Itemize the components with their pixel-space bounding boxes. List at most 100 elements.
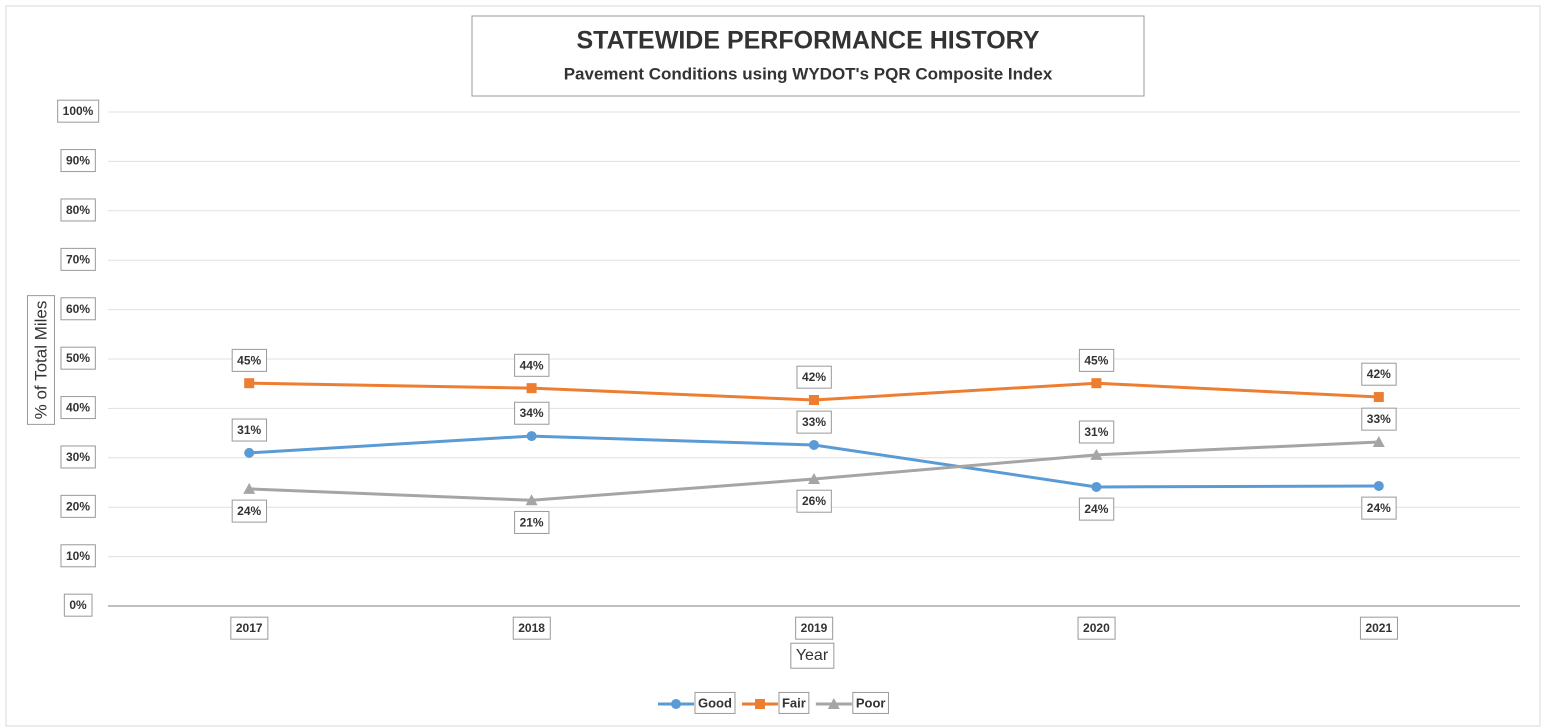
legend-marker <box>754 699 765 709</box>
x-tick-label-group: 2017 <box>230 616 269 640</box>
y-tick-label: 0% <box>69 598 87 612</box>
y-tick-label: 60% <box>66 302 90 316</box>
legend-item: Good <box>694 691 736 714</box>
marker <box>243 482 256 494</box>
data-label-group: 42% <box>1361 362 1397 386</box>
y-tick-label: 70% <box>66 252 90 266</box>
data-label: 24% <box>1084 502 1108 516</box>
y-tick-label-box <box>60 198 96 222</box>
data-label-box <box>231 348 268 372</box>
y-axis-title-box <box>26 295 55 425</box>
y-tick-label-box <box>60 297 96 321</box>
data-label-box <box>231 499 268 523</box>
chart-subtitle: Pavement Conditions using WYDOT's PQR Co… <box>564 64 1053 83</box>
x-tick-label-box <box>795 616 834 640</box>
marker <box>244 378 255 389</box>
y-tick-label-box <box>60 396 96 420</box>
data-label: 42% <box>1367 367 1391 381</box>
data-label-box <box>1078 497 1115 521</box>
data-label-box <box>1361 496 1397 520</box>
y-tick-label-group: 60% <box>60 297 96 321</box>
legend-label: Fair <box>782 695 806 710</box>
data-label-group: 42% <box>796 365 832 389</box>
data-label: 34% <box>520 406 544 420</box>
x-tick-label: 2017 <box>236 621 263 635</box>
marker <box>1373 480 1384 491</box>
marker <box>1091 378 1102 389</box>
data-label: 33% <box>802 415 826 429</box>
legend-item: Poor <box>852 691 889 714</box>
title-box <box>471 15 1145 97</box>
marker <box>244 447 255 458</box>
y-tick-label-box <box>57 99 100 123</box>
marker <box>1373 392 1384 403</box>
x-tick-label-box <box>512 616 551 640</box>
y-tick-label-box <box>60 544 96 568</box>
chart-title: STATEWIDE PERFORMANCE HISTORY <box>577 27 1040 55</box>
y-tick-label-group: 100% <box>57 99 100 123</box>
x-tick-label-group: 2018 <box>512 616 551 640</box>
data-label-box <box>796 365 832 389</box>
y-tick-label: 100% <box>63 104 94 118</box>
legend-box <box>778 691 810 714</box>
data-label-group: 24% <box>1078 497 1115 521</box>
data-label: 44% <box>520 358 544 372</box>
y-axis-title-group: % of Total Miles <box>26 295 55 425</box>
data-label-box <box>1361 407 1397 431</box>
marker <box>809 439 819 450</box>
marker <box>1090 448 1103 460</box>
x-axis-title: Year <box>796 647 829 664</box>
data-label-box <box>796 410 832 434</box>
x-tick-label: 2019 <box>801 621 828 635</box>
legend-box <box>694 691 736 714</box>
y-tick-label: 90% <box>66 154 90 168</box>
legend-marker <box>671 699 681 709</box>
y-tick-label-box <box>63 593 93 617</box>
marker <box>809 395 819 406</box>
y-tick-label-group: 40% <box>60 396 96 420</box>
data-label-group: 44% <box>514 353 550 377</box>
y-tick-label-group: 80% <box>60 198 96 222</box>
y-tick-label-group: 30% <box>60 445 96 469</box>
data-label: 45% <box>1084 353 1108 367</box>
marker <box>526 383 537 394</box>
x-tick-label: 2018 <box>518 621 545 635</box>
y-tick-label: 30% <box>66 450 90 464</box>
x-tick-label-group: 2021 <box>1359 616 1398 640</box>
y-tick-label-group: 0% <box>63 593 93 617</box>
data-label: 26% <box>802 494 826 508</box>
data-label-box <box>231 418 268 442</box>
data-label-box <box>514 510 550 534</box>
data-label-group: 33% <box>1361 407 1397 431</box>
marker <box>1091 481 1102 492</box>
x-tick-label-group: 2020 <box>1077 616 1116 640</box>
data-label: 31% <box>237 423 261 437</box>
data-label: 21% <box>520 515 544 529</box>
y-tick-label-box <box>60 346 96 370</box>
x-tick-label: 2020 <box>1083 621 1110 635</box>
y-tick-label-box <box>60 247 96 271</box>
data-label-group: 45% <box>231 348 268 372</box>
x-tick-label-box <box>1359 616 1398 640</box>
data-label-group: 24% <box>1361 496 1397 520</box>
y-tick-label-group: 50% <box>60 346 96 370</box>
x-axis-title-box <box>790 642 835 669</box>
data-label-box <box>1078 348 1115 372</box>
marker <box>1372 435 1385 447</box>
data-label-box <box>514 401 550 425</box>
data-label-group: 26% <box>796 489 832 513</box>
y-tick-label-box <box>60 149 96 173</box>
data-label-box <box>796 489 832 513</box>
data-label: 24% <box>237 504 261 518</box>
y-tick-label-box <box>60 445 96 469</box>
data-label: 31% <box>1084 425 1108 439</box>
x-tick-label-group: 2019 <box>795 616 834 640</box>
data-label-box <box>1078 420 1115 444</box>
data-label-group: 21% <box>514 510 550 534</box>
legend-item: Fair <box>778 691 810 714</box>
x-tick-label: 2021 <box>1365 621 1392 635</box>
legend-marker <box>827 698 840 709</box>
data-label: 24% <box>1367 501 1391 515</box>
x-tick-label-box <box>230 616 269 640</box>
